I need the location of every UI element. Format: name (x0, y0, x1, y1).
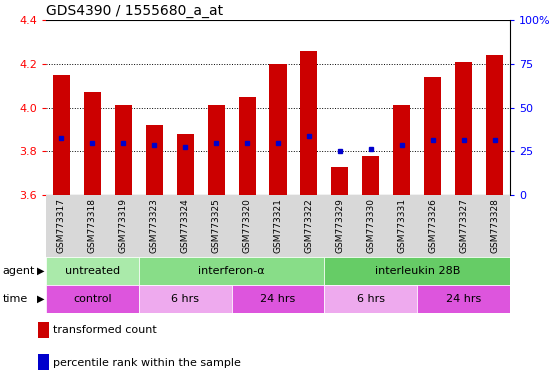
Text: time: time (3, 294, 28, 304)
Text: agent: agent (3, 266, 35, 276)
Text: 6 hrs: 6 hrs (357, 294, 385, 304)
Bar (139, 257, 324, 285)
Text: ▶: ▶ (37, 266, 45, 276)
Bar (84, 92, 101, 195)
Bar (362, 156, 379, 195)
Bar (331, 167, 348, 195)
Text: 6 hrs: 6 hrs (171, 294, 199, 304)
Text: GSM773330: GSM773330 (366, 198, 375, 253)
Text: percentile rank within the sample: percentile rank within the sample (53, 358, 240, 367)
Text: interferon-α: interferon-α (199, 266, 265, 276)
Text: GSM773325: GSM773325 (212, 198, 221, 253)
Bar (324, 257, 510, 285)
Text: GSM773320: GSM773320 (243, 198, 251, 253)
Bar (46, 257, 139, 285)
Bar (115, 105, 132, 195)
Text: 24 hrs: 24 hrs (260, 294, 296, 304)
Bar (46, 285, 139, 313)
Text: control: control (73, 294, 112, 304)
Bar (393, 105, 410, 195)
Bar (239, 96, 256, 195)
Bar (324, 285, 417, 313)
Text: GSM773318: GSM773318 (88, 198, 97, 253)
Text: GSM773323: GSM773323 (150, 198, 159, 253)
Text: GSM773319: GSM773319 (119, 198, 128, 253)
Bar (177, 134, 194, 195)
Bar (300, 51, 317, 195)
Text: ▶: ▶ (37, 294, 45, 304)
Text: GSM773328: GSM773328 (490, 198, 499, 253)
Text: interleukin 28B: interleukin 28B (375, 266, 460, 276)
Bar (39, 321, 49, 338)
Text: GSM773321: GSM773321 (273, 198, 283, 253)
Bar (417, 285, 510, 313)
Text: untreated: untreated (65, 266, 120, 276)
Text: GSM773324: GSM773324 (181, 198, 190, 253)
Text: GSM773322: GSM773322 (305, 198, 314, 253)
Bar (139, 285, 232, 313)
Bar (270, 64, 287, 195)
Text: GSM773326: GSM773326 (428, 198, 437, 253)
Bar (424, 77, 441, 195)
Text: 24 hrs: 24 hrs (446, 294, 481, 304)
Bar (208, 105, 224, 195)
Text: GSM773317: GSM773317 (57, 198, 66, 253)
Bar (39, 354, 49, 370)
Bar (455, 61, 472, 195)
Text: GSM773331: GSM773331 (397, 198, 406, 253)
Bar (146, 125, 163, 195)
Text: GSM773327: GSM773327 (459, 198, 468, 253)
Text: GSM773329: GSM773329 (336, 198, 344, 253)
Bar (232, 285, 324, 313)
Text: GDS4390 / 1555680_a_at: GDS4390 / 1555680_a_at (46, 4, 223, 18)
Text: transformed count: transformed count (53, 325, 156, 335)
Bar (53, 74, 70, 195)
Bar (486, 55, 503, 195)
